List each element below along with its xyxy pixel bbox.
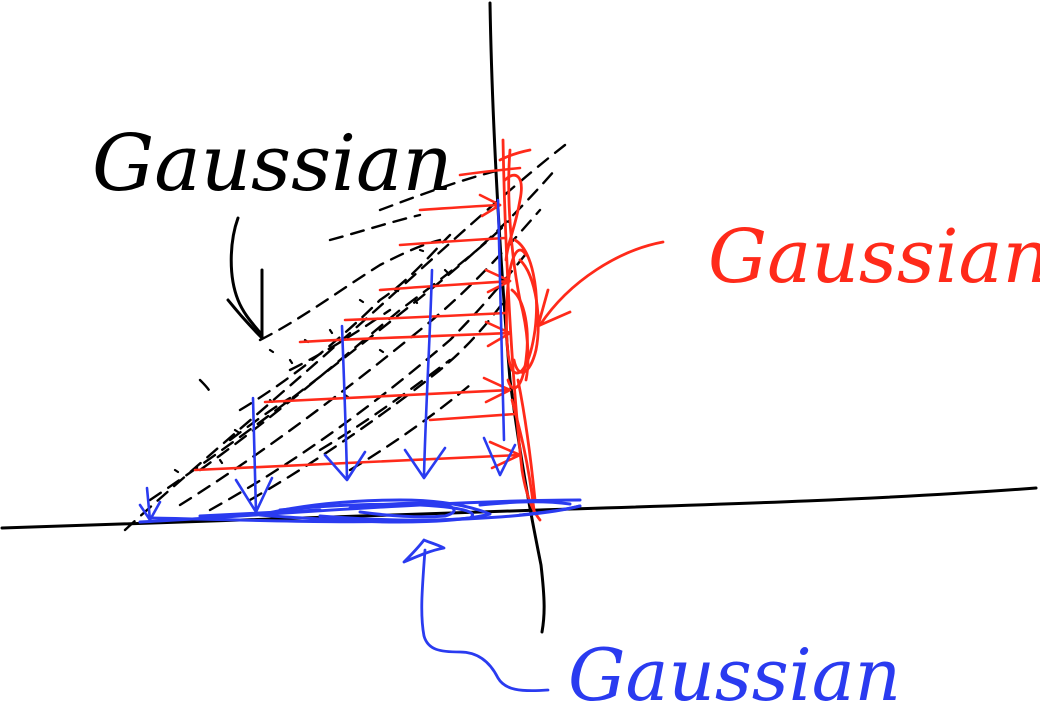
joint-arrow (226, 216, 264, 340)
conditional-arrows (193, 166, 522, 472)
conditional-gaussian-label: Gaussian (708, 214, 1040, 300)
x-axis (0, 486, 1038, 530)
marginal-gaussian-label: Gaussian (568, 633, 901, 713)
conditional-label-arrow (536, 240, 665, 328)
joint-gaussian-label: Gaussian (92, 119, 453, 209)
marginal-label-arrow (402, 538, 550, 693)
marginal-arrows (138, 198, 517, 522)
marginal-gaussian-scribble (138, 498, 582, 524)
axes (0, 1, 1038, 634)
